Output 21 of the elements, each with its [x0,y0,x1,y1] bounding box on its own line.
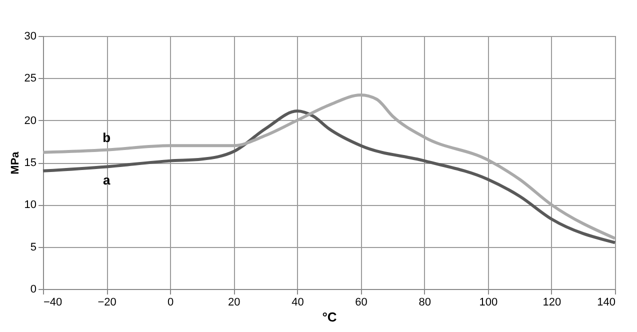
x-tick-label: 140 [597,296,616,308]
x-tick-label: 0 [168,296,174,308]
x-tick-label: −20 [98,296,116,308]
x-tick-label: 80 [418,296,431,308]
y-tick-label: 10 [24,199,36,212]
y-tick-label: 25 [24,72,36,85]
y-tick-label: 30 [24,30,36,42]
y-tick-label: 20 [24,114,36,127]
series-label: a [102,172,111,188]
y-tick-label: 0 [30,284,36,296]
x-tick-label: −40 [44,296,62,308]
y-tick-label: 5 [30,241,36,254]
x-axis-title: °C [322,310,338,324]
y-tick-label: 15 [24,157,36,169]
series-label: b [102,130,111,145]
y-axis-title: MPa [9,150,22,174]
x-tick-label: 20 [228,296,240,308]
x-tick-label: 120 [542,296,562,308]
x-tick-label: 100 [479,296,498,308]
x-tick-label: 40 [292,296,304,308]
x-tick-label: 60 [355,296,368,308]
